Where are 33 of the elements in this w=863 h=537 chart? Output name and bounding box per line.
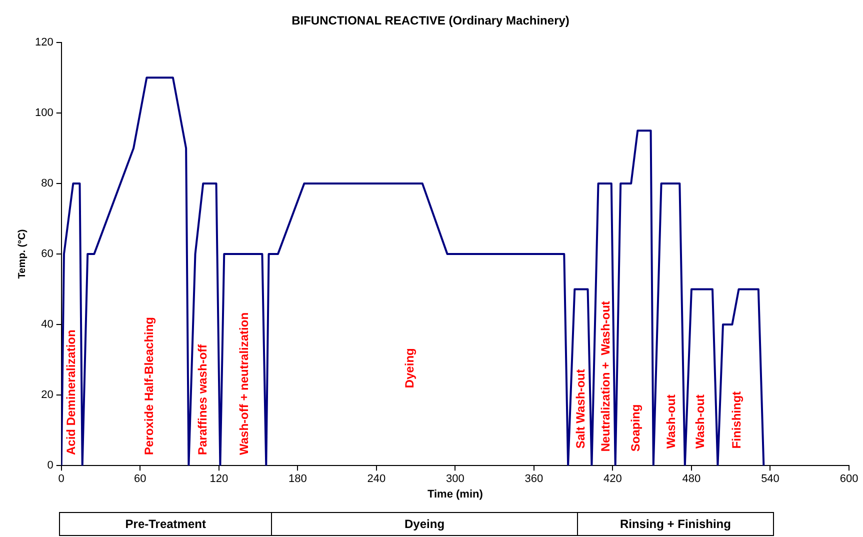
y-tick-label: 0 xyxy=(47,460,54,472)
annotation: Wash-out xyxy=(693,394,708,449)
annotation: Peroxide Half-Bleaching xyxy=(142,316,156,456)
x-tick-label: 540 xyxy=(761,473,780,486)
annotation: Soaping xyxy=(628,404,643,452)
y-tick-label: 120 xyxy=(34,36,54,48)
y-tick-label: 100 xyxy=(34,106,54,119)
y-tick-label: 80 xyxy=(41,178,54,190)
annotation: Paraffines wash-off xyxy=(195,343,210,456)
x-axis-title: Time (min) xyxy=(427,488,484,500)
annotation: Finishingt xyxy=(729,391,744,449)
annotation: Acid Demineralization xyxy=(64,330,78,456)
stage-table: Pre-Treatment Dyeing Rinsing + Finishing xyxy=(58,512,774,536)
y-tick-label: 40 xyxy=(41,318,54,331)
x-tick-label: 60 xyxy=(134,473,146,486)
y-tick-label: 60 xyxy=(41,248,54,260)
x-tick-label: 600 xyxy=(840,473,858,486)
annotation: Wash-off + neutralization xyxy=(237,312,252,456)
x-tick-label: 300 xyxy=(446,473,464,486)
annotation: Wash-out xyxy=(664,394,678,449)
x-tick-label: 420 xyxy=(604,473,622,486)
x-tick-label: 0 xyxy=(58,473,64,486)
x-tick-label: 120 xyxy=(210,473,228,486)
annotation: Neutralization + Wash-out xyxy=(598,301,613,452)
x-tick-label: 240 xyxy=(367,473,386,486)
y-tick-label: 20 xyxy=(41,389,54,402)
x-tick-label: 180 xyxy=(288,473,307,486)
x-tick-label: 480 xyxy=(682,473,701,486)
x-tick-label: 360 xyxy=(524,473,544,486)
annotation: Dyeing xyxy=(402,348,417,388)
y-axis-title: Temp. (°C) xyxy=(16,229,28,279)
annotation: Salt Wash-out xyxy=(574,369,588,449)
chart-title: BIFUNCTIONAL REACTIVE (Ordinary Machinery) xyxy=(292,14,570,28)
